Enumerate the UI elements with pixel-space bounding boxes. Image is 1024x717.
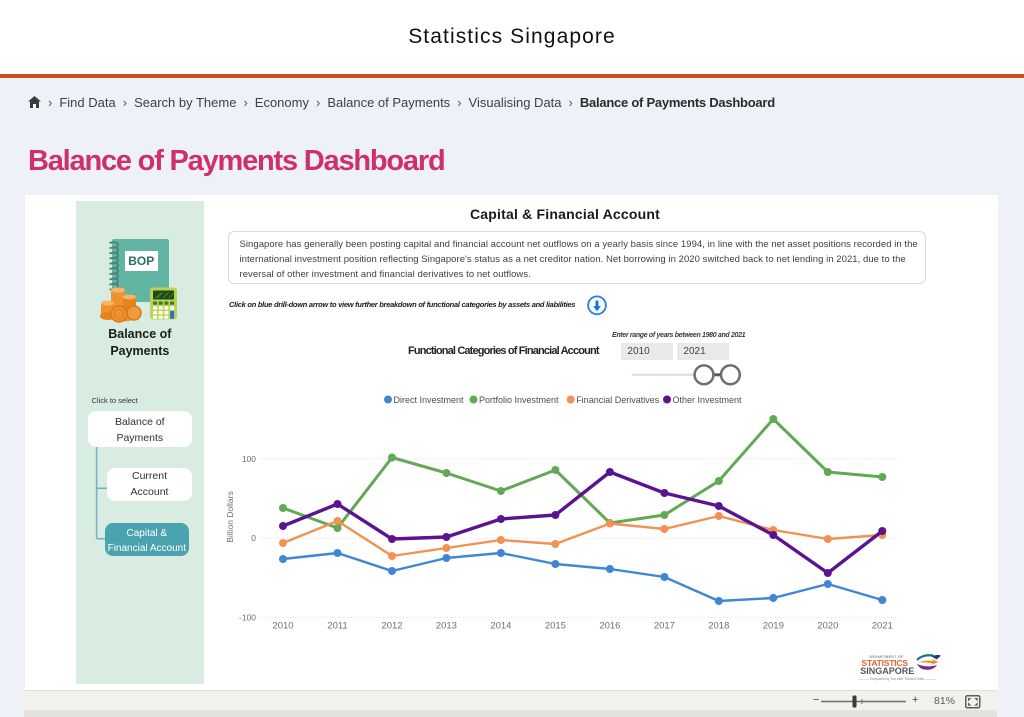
svg-text:2010: 2010	[272, 621, 293, 632]
svg-text:Portfolio Investment: Portfolio Investment	[479, 395, 559, 405]
svg-text:2014: 2014	[490, 621, 511, 632]
svg-text:2018: 2018	[708, 621, 729, 632]
svg-text:2013: 2013	[436, 621, 457, 632]
svg-text:100: 100	[242, 454, 256, 464]
svg-text:Billion Dollars: Billion Dollars	[225, 491, 235, 543]
svg-text:2020: 2020	[817, 621, 838, 632]
svg-text:Financial Derivatives: Financial Derivatives	[576, 395, 660, 405]
svg-text:0: 0	[251, 533, 256, 543]
svg-text:-100: -100	[239, 612, 256, 622]
svg-text:2012: 2012	[381, 621, 402, 632]
svg-text:2019: 2019	[763, 621, 784, 632]
svg-text:2021: 2021	[872, 621, 893, 632]
svg-text:2017: 2017	[654, 621, 675, 632]
svg-text:Direct Investment: Direct Investment	[394, 395, 465, 405]
svg-text:2015: 2015	[545, 621, 566, 632]
svg-text:Other Investment: Other Investment	[673, 395, 743, 405]
svg-text:2016: 2016	[599, 621, 620, 632]
svg-text:2011: 2011	[327, 621, 347, 632]
